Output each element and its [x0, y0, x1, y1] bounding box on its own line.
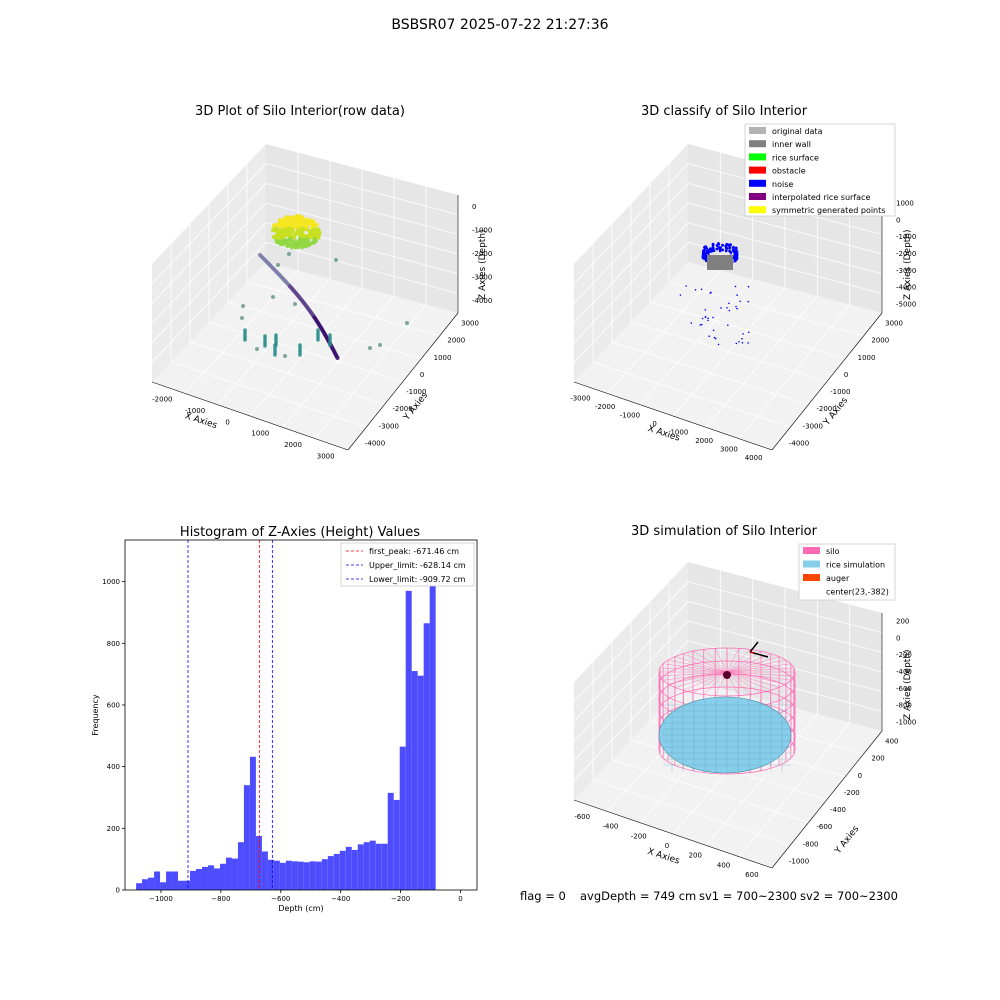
- x-tick-label: -200: [631, 832, 647, 840]
- x-tick-label: -600: [574, 813, 590, 821]
- z-tick-label: 200: [896, 617, 909, 625]
- legend-label: center(23,-382): [826, 588, 889, 597]
- y-tick-label: 400: [885, 738, 898, 746]
- legend-swatch: [803, 561, 820, 568]
- x-tick-label: -400: [602, 823, 618, 831]
- legend-swatch: [803, 547, 820, 554]
- legend-label: silo: [826, 547, 840, 556]
- y-tick-label: 200: [871, 755, 884, 763]
- sv2-text: sv2 = 700~2300: [800, 889, 898, 903]
- x-tick-label: 200: [689, 852, 702, 860]
- legend-label: rice simulation: [826, 561, 885, 570]
- y-tick-label: 0: [858, 772, 862, 780]
- center-marker: [723, 671, 731, 679]
- y-tick-label: -200: [844, 789, 860, 797]
- rice-surface: [659, 697, 791, 773]
- z-tick-label: 0: [896, 634, 900, 642]
- y-tick-label: -600: [816, 823, 832, 831]
- y-tick-label: -1000: [789, 857, 809, 865]
- z-axis-label: Z Axies (Depth): [903, 649, 913, 720]
- x-tick-label: 400: [717, 861, 730, 869]
- flag-text: flag = 0: [520, 889, 566, 903]
- legend: silo rice simulation auger center(23,-382): [799, 544, 895, 600]
- x-tick-label: 600: [745, 871, 758, 879]
- x-axis-label: X Axies: [646, 847, 681, 867]
- legend-label: auger: [826, 574, 850, 583]
- sv1-text: sv1 = 700~2300: [699, 889, 797, 903]
- y-axis-label: Y Axies: [833, 824, 862, 857]
- avg-depth-text: avgDepth = 749 cm: [580, 889, 696, 903]
- x-tick-label: 0: [665, 842, 669, 850]
- y-tick-label: -800: [803, 840, 819, 848]
- legend-swatch: [803, 574, 820, 581]
- y-tick-label: -400: [830, 806, 846, 814]
